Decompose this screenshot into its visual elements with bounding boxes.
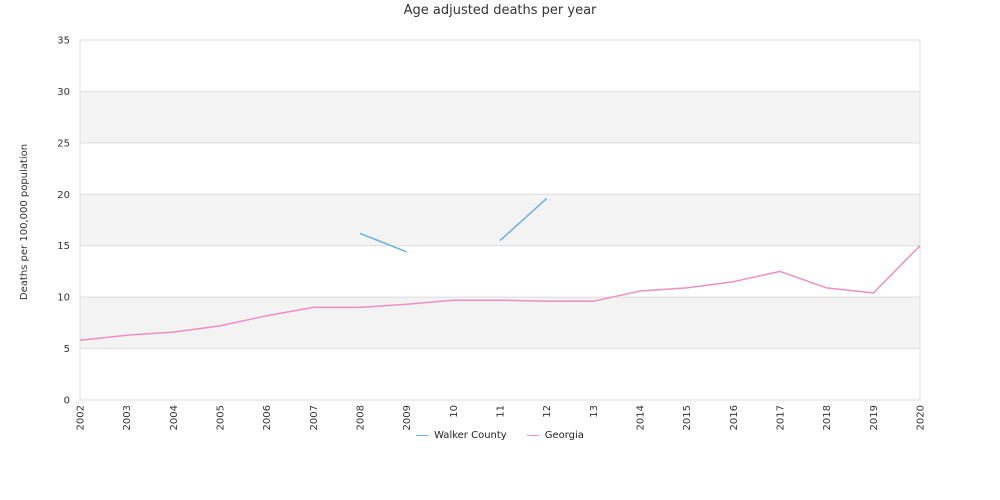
x-axis-ticks: 2002 2003 2004 2005 2006 2007 2008 2009 10 11 12 13… [76,405,927,430]
x-tick-label: 12 [542,405,553,418]
plot-band [80,297,920,349]
y-tick-label: 15 [57,241,70,252]
x-tick-label: 2020 [916,405,927,430]
x-tick-label: 2019 [869,405,880,430]
x-tick-label: 2006 [262,405,273,430]
legend-label: Walker County [434,430,507,441]
x-tick-label: 2007 [309,405,320,430]
y-axis-title: Deaths per 100,000 population [19,144,30,300]
legend-item[interactable]: Walker County [414,430,509,441]
y-tick-label: 25 [57,138,70,149]
y-axis-ticks: 0 5 10 15 20 25 30 35 [57,36,70,407]
y-tick-label: 5 [64,344,70,355]
legend: Walker County Georgia [0,430,1000,441]
x-tick-label: 2005 [216,405,227,430]
x-tick-label: 2002 [76,405,87,430]
plot-band [80,194,920,246]
x-tick-label: 2014 [636,405,647,430]
legend-item[interactable]: Georgia [524,430,586,441]
x-tick-label: 2017 [776,405,787,430]
y-tick-label: 35 [57,36,70,47]
y-tick-label: 0 [64,396,70,407]
series-lines [79,197,921,342]
series-line-walker-county [359,232,407,253]
x-tick-label: 2015 [682,405,693,430]
plot-frame [79,39,921,401]
x-tick-label: 2004 [169,405,180,430]
x-tick-label: 11 [496,405,507,418]
x-tick-label: 2016 [729,405,740,430]
plot-bands [80,91,920,349]
x-tick-label: 2009 [402,405,413,430]
x-tick-label: 13 [589,405,600,418]
y-tick-label: 30 [57,87,70,98]
legend-swatch [416,435,429,436]
x-tick-label: 2018 [822,405,833,430]
chart-title: Age adjusted deaths per year [403,3,597,18]
y-tick-label: 20 [57,190,70,201]
x-tick-label: 2008 [356,405,367,430]
series-line-walker-county [499,197,548,242]
series-line-georgia [79,245,921,342]
plot-band [80,91,920,143]
legend-swatch [526,435,539,436]
legend-label: Georgia [544,430,584,441]
x-tick-label: 10 [449,405,460,418]
y-tick-label: 10 [57,293,70,304]
x-tick-label: 2003 [122,405,133,430]
